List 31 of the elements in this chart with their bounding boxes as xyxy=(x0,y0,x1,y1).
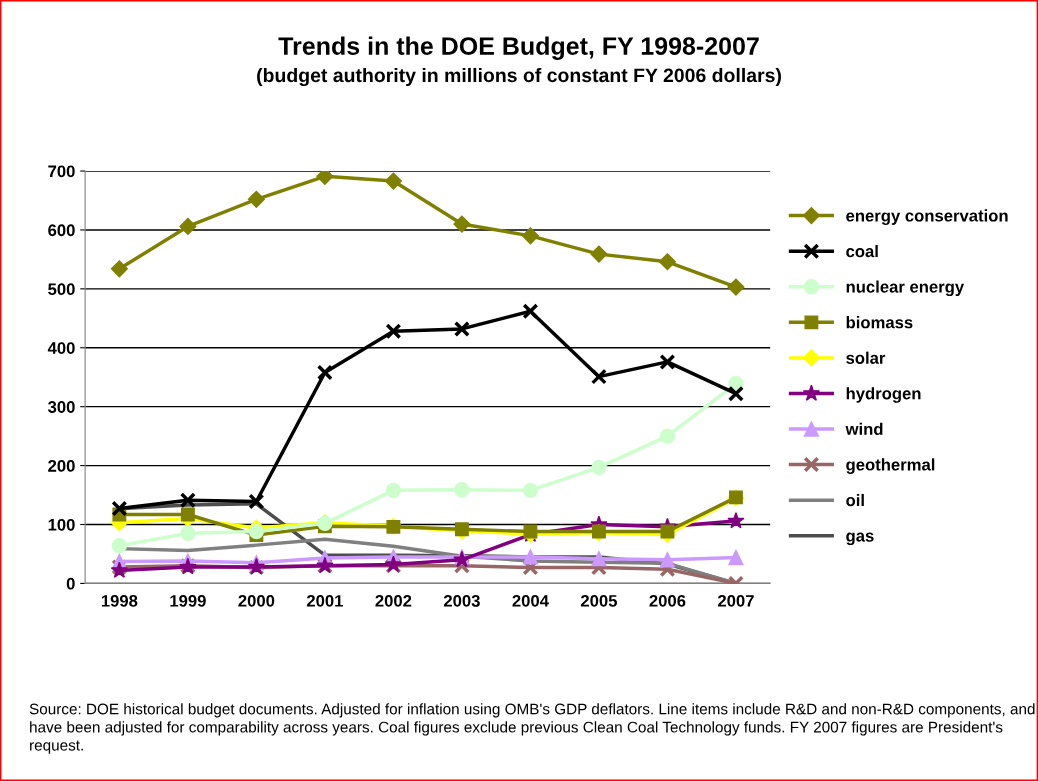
x-tick-label: 2000 xyxy=(238,594,275,607)
x-tick-label: 2002 xyxy=(375,594,412,607)
y-tick-label: 200 xyxy=(48,459,75,472)
legend-label: geothermal xyxy=(846,458,935,474)
y-tick-label: 600 xyxy=(48,224,75,237)
chart-title: Trends in the DOE Budget, FY 1998-2007 xyxy=(278,36,759,60)
y-tick-label: 100 xyxy=(48,518,75,531)
x-tick-label: 2006 xyxy=(649,594,686,607)
y-tick-label: 0 xyxy=(66,577,75,590)
x-tick-label: 2001 xyxy=(306,594,343,607)
x-tick-label: 2004 xyxy=(512,594,549,607)
legend-label: oil xyxy=(846,493,864,507)
legend-label: coal xyxy=(846,244,878,258)
legend-label: nuclear energy xyxy=(846,280,965,297)
x-tick-label: 2007 xyxy=(717,594,754,607)
y-tick-label: 400 xyxy=(47,342,75,354)
legend-label: gas xyxy=(846,532,874,546)
legend-label: hydrogen xyxy=(846,387,921,403)
y-tick-label: 500 xyxy=(48,283,75,296)
x-tick-label: 1999 xyxy=(170,594,206,607)
y-tick-label: 700 xyxy=(48,165,75,178)
x-tick-label: 2003 xyxy=(443,594,480,607)
legend-label: biomass xyxy=(846,316,913,329)
y-tick-label: 300 xyxy=(47,401,75,413)
chart-subtitle: (budget authority in millions of constant FY 2006 dollars) xyxy=(257,67,781,87)
x-tick-label: 2005 xyxy=(580,594,617,607)
legend-label: energy conservation xyxy=(846,209,1008,225)
legend-label: wind xyxy=(845,422,883,436)
source-note: Source: DOE historical budget documents. Adjusted for inflation using OMB's GDP deflators. Line items include R&D and non-R&D components, and have been adjusted for comparability across years. Coal figures exclude previous Clean Coal Technology funds. FY 2007 figures are President's request. xyxy=(29,703,1035,754)
legend-label: solar xyxy=(846,351,886,364)
x-tick-label: 1998 xyxy=(101,594,138,607)
